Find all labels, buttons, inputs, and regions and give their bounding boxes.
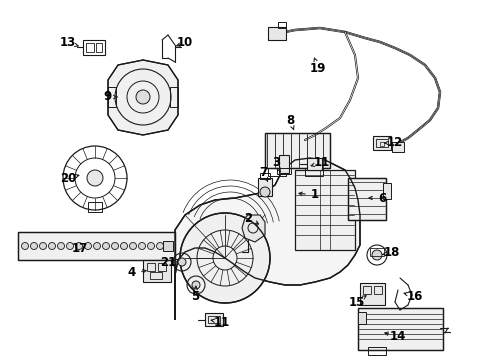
Text: 14: 14: [389, 329, 406, 342]
Text: 15: 15: [348, 296, 365, 309]
Text: 6: 6: [377, 192, 386, 204]
Circle shape: [178, 258, 185, 266]
Bar: [207, 316, 220, 323]
Text: 21: 21: [160, 256, 176, 269]
Bar: [359, 283, 384, 305]
Bar: [204, 313, 223, 326]
Bar: [369, 248, 383, 256]
Bar: [147, 263, 155, 271]
Bar: [142, 260, 171, 282]
Text: 4: 4: [128, 266, 136, 279]
Text: 13: 13: [60, 36, 76, 49]
Bar: [264, 133, 329, 168]
Circle shape: [102, 243, 109, 249]
Polygon shape: [175, 158, 359, 320]
Bar: [18, 232, 175, 260]
Bar: [367, 347, 385, 355]
Bar: [362, 286, 370, 294]
Bar: [264, 133, 329, 168]
Bar: [108, 87, 116, 107]
Bar: [373, 286, 381, 294]
Bar: [86, 43, 94, 52]
Polygon shape: [242, 215, 264, 242]
Bar: [357, 308, 442, 350]
Circle shape: [75, 243, 82, 249]
Bar: [267, 168, 285, 176]
Bar: [305, 168, 323, 176]
Text: 20: 20: [60, 171, 76, 184]
Circle shape: [66, 243, 73, 249]
Text: 5: 5: [190, 291, 199, 303]
Circle shape: [138, 243, 145, 249]
Bar: [372, 136, 390, 150]
Circle shape: [120, 243, 127, 249]
Bar: [347, 178, 385, 220]
Bar: [278, 22, 285, 28]
Bar: [294, 170, 354, 250]
Circle shape: [156, 243, 163, 249]
Circle shape: [84, 243, 91, 249]
Polygon shape: [108, 60, 178, 135]
Text: 18: 18: [383, 247, 399, 260]
Circle shape: [136, 90, 150, 104]
Bar: [163, 241, 173, 251]
Circle shape: [371, 250, 381, 260]
Bar: [279, 155, 288, 173]
Circle shape: [30, 243, 38, 249]
Text: 11: 11: [213, 315, 230, 328]
Bar: [96, 43, 102, 52]
Bar: [88, 202, 102, 212]
Text: 19: 19: [309, 62, 325, 75]
Bar: [267, 27, 285, 40]
Text: 10: 10: [177, 36, 193, 49]
Circle shape: [192, 281, 200, 289]
Bar: [18, 232, 175, 260]
Text: 9: 9: [102, 90, 111, 104]
Bar: [379, 142, 383, 146]
Circle shape: [180, 213, 269, 303]
Bar: [258, 178, 271, 196]
Bar: [357, 308, 442, 350]
Circle shape: [40, 243, 46, 249]
Circle shape: [260, 187, 269, 197]
Circle shape: [111, 243, 118, 249]
Bar: [375, 139, 387, 147]
Text: 17: 17: [72, 242, 88, 255]
Text: 2: 2: [244, 211, 251, 225]
Circle shape: [58, 243, 64, 249]
Text: 7: 7: [259, 166, 266, 179]
Circle shape: [129, 243, 136, 249]
Bar: [306, 158, 321, 170]
Bar: [382, 183, 390, 199]
Bar: [158, 263, 165, 271]
Text: 11: 11: [313, 157, 329, 170]
Circle shape: [147, 243, 154, 249]
Bar: [357, 312, 365, 324]
Bar: [83, 40, 105, 55]
Text: 12: 12: [386, 136, 402, 149]
Circle shape: [93, 243, 101, 249]
Bar: [391, 142, 403, 152]
Text: 16: 16: [406, 289, 422, 302]
Circle shape: [48, 243, 55, 249]
Bar: [276, 168, 290, 174]
Text: 1: 1: [310, 189, 318, 202]
Bar: [260, 173, 269, 179]
Circle shape: [21, 243, 28, 249]
Bar: [170, 87, 178, 107]
Text: 8: 8: [285, 113, 293, 126]
Bar: [347, 178, 385, 220]
Circle shape: [87, 170, 103, 186]
Text: 3: 3: [271, 157, 280, 170]
Bar: [150, 272, 162, 279]
